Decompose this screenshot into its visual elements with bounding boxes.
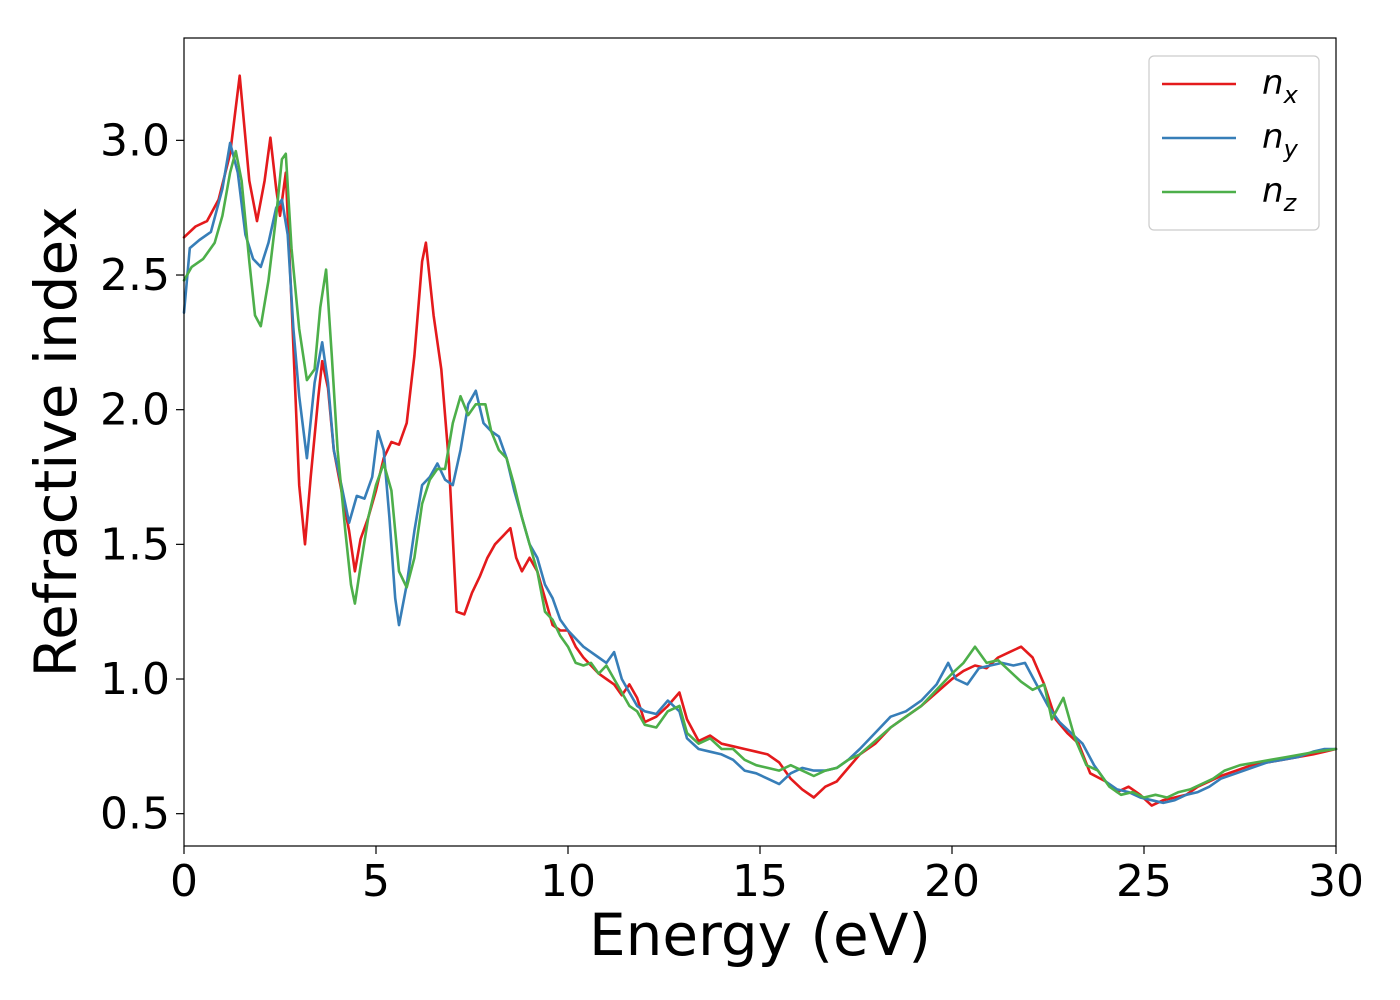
x-tick-label: 20: [924, 856, 980, 907]
x-tick-label: 15: [732, 856, 788, 907]
legend: nx ny nz: [1148, 55, 1320, 231]
y-tick-label: 1.5: [100, 519, 170, 570]
y-axis-ticks: 0.5 1.0 1.5 2.0 2.5 3.0: [100, 115, 184, 840]
x-tick-label: 10: [540, 856, 596, 907]
x-axis-ticks: 0 5 10 15 20 25 30: [170, 846, 1364, 907]
x-tick-label: 5: [362, 856, 390, 907]
x-axis-title: Energy (eV): [589, 901, 931, 969]
y-tick-label: 2.5: [100, 250, 170, 301]
legend-entries: nx ny nz: [1162, 63, 1299, 217]
x-tick-label: 25: [1116, 856, 1172, 907]
legend-frame: [1148, 55, 1320, 231]
x-tick-label: 30: [1308, 856, 1364, 907]
x-tick-label: 0: [170, 856, 198, 907]
legend-label-nx: nx: [1262, 63, 1299, 109]
y-tick-label: 2.0: [100, 385, 170, 436]
y-tick-label: 3.0: [100, 115, 170, 166]
legend-label-nz: nz: [1262, 171, 1298, 217]
series-line-nz: [182, 149, 1338, 799]
y-axis-title: Refractive index: [22, 206, 90, 677]
legend-label-ny: ny: [1262, 117, 1299, 163]
series-layer: [182, 74, 1338, 807]
y-tick-label: 1.0: [100, 654, 170, 705]
y-tick-label: 0.5: [100, 789, 170, 840]
series-line-ny: [182, 141, 1338, 805]
